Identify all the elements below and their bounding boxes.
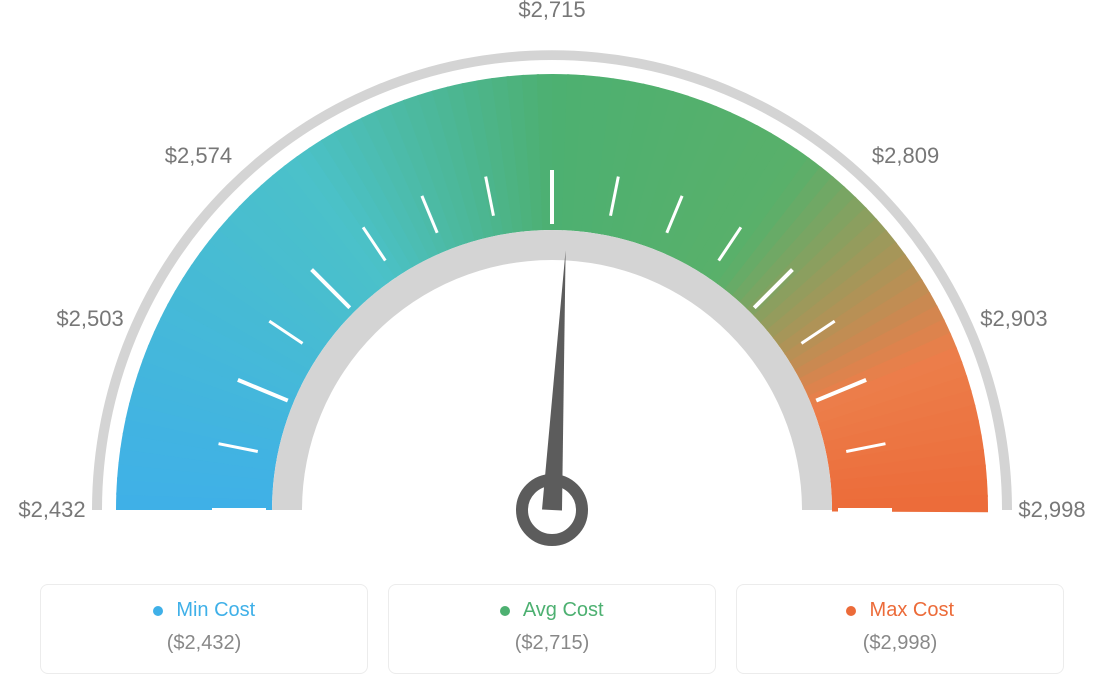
legend-value-avg: ($2,715) <box>399 632 705 655</box>
gauge-tick-label: $2,998 <box>992 497 1104 523</box>
legend-card-min: Min Cost ($2,432) <box>40 584 368 674</box>
gauge-svg <box>0 0 1104 560</box>
gauge-tick-label: $2,503 <box>30 306 150 332</box>
legend-title-text: Max Cost <box>870 599 954 621</box>
gauge-tick-label: $2,809 <box>846 143 966 169</box>
gauge-tick-label: $2,432 <box>0 497 112 523</box>
legend-card-max: Max Cost ($2,998) <box>736 584 1064 674</box>
legend-row: Min Cost ($2,432) Avg Cost ($2,715) Max … <box>0 584 1104 674</box>
gauge: $2,432 $2,503 $2,574 $2,715 $2,809 $2,903 $2,9… <box>0 0 1104 560</box>
gauge-chart-container: { "gauge": { "type": "gauge", "cx": 552,… <box>0 0 1104 690</box>
legend-title-text: Min Cost <box>176 599 255 621</box>
legend-title-max: Max Cost <box>747 599 1053 622</box>
dot-icon <box>500 606 510 616</box>
dot-icon <box>846 606 856 616</box>
legend-title-min: Min Cost <box>51 599 357 622</box>
gauge-tick-label: $2,715 <box>492 0 612 23</box>
legend-value-max: ($2,998) <box>747 632 1053 655</box>
dot-icon <box>153 606 163 616</box>
legend-title-text: Avg Cost <box>523 599 604 621</box>
gauge-tick-label: $2,574 <box>138 143 258 169</box>
gauge-tick-label: $2,903 <box>954 306 1074 332</box>
legend-value-min: ($2,432) <box>51 632 357 655</box>
legend-card-avg: Avg Cost ($2,715) <box>388 584 716 674</box>
legend-title-avg: Avg Cost <box>399 599 705 622</box>
